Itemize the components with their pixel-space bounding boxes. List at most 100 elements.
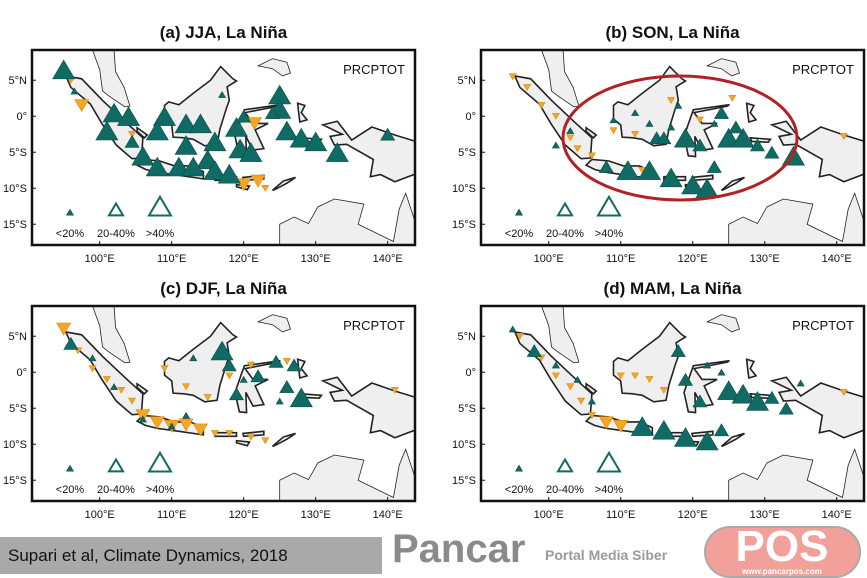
drier-station-marker [102, 376, 111, 384]
y-tick-label: 0° [465, 111, 476, 123]
drier-station-marker [246, 117, 263, 130]
wetter-station-marker [174, 113, 198, 134]
wetter-station-marker [652, 419, 676, 440]
x-tick-label: 110°E [157, 253, 186, 265]
wetter-station-marker [181, 156, 205, 177]
wetter-station-marker [236, 109, 252, 123]
coastline-peninsula [541, 306, 580, 364]
drier-station-marker [508, 73, 517, 81]
wetter-station-marker [637, 160, 662, 180]
coastline-halmahera [296, 102, 309, 124]
x-tick-label: 120°E [229, 509, 259, 521]
y-tick-label: 15°S [3, 219, 27, 231]
x-tick-label: 130°E [750, 253, 780, 265]
drier-station-marker [149, 416, 165, 430]
wetter-station-marker [703, 361, 712, 369]
wetter-station-marker [239, 142, 263, 162]
drier-station-marker [261, 437, 270, 445]
legend-label: 20-40% [97, 484, 135, 496]
highlight-ellipse [561, 74, 799, 202]
drier-station-marker [390, 386, 399, 394]
drier-station-marker [573, 145, 582, 153]
wetter-station-marker [203, 131, 227, 152]
wetter-station-marker [598, 160, 614, 173]
wetter-station-marker [110, 383, 119, 390]
x-tick-label: 120°E [678, 509, 708, 521]
x-tick-label: 130°E [750, 509, 780, 521]
drier-station-marker [236, 178, 252, 192]
wetter-station-marker [764, 145, 780, 159]
drier-station-marker [225, 372, 234, 380]
x-tick-label: 110°E [157, 509, 186, 521]
y-tick-label: 5°N [9, 331, 28, 343]
coastline-mindanao [256, 314, 291, 333]
drier-station-marker [613, 419, 629, 433]
drier-station-marker [250, 174, 266, 188]
wetter-station-marker [289, 127, 313, 148]
wetter-station-marker [674, 101, 683, 109]
drier-station-marker [839, 133, 848, 140]
wetter-station-marker [692, 394, 708, 408]
wetter-station-marker [167, 422, 176, 430]
legend-label: 20-40% [546, 484, 584, 496]
drier-station-marker [261, 184, 270, 192]
legend-label: >40% [146, 484, 175, 496]
wetter-station-marker [645, 119, 654, 127]
coastline-sumatra [513, 74, 593, 160]
y-tick-label: 15°S [452, 219, 476, 231]
drier-station-marker [282, 358, 291, 366]
y-tick-label: 5°S [9, 403, 27, 415]
wetter-station-marker [63, 336, 79, 350]
legend-label: 20-40% [97, 228, 135, 240]
y-tick-label: 15°S [452, 475, 476, 487]
x-tick-label: 140°E [373, 253, 403, 265]
legend-label: >40% [595, 228, 624, 240]
wetter-station-marker [70, 87, 79, 95]
drier-station-marker [631, 372, 640, 380]
coastline-timor [720, 176, 745, 192]
drier-station-marker [587, 152, 596, 160]
x-tick-label: 120°E [678, 253, 708, 265]
drier-station-marker [515, 332, 524, 340]
wetter-station-marker [264, 106, 281, 119]
wetter-station-marker [279, 380, 295, 393]
drier-station-marker [88, 365, 97, 373]
wetter-station-marker [95, 120, 119, 141]
coastline-sumbawa [214, 431, 238, 438]
legend-label: <20% [505, 228, 534, 240]
coastline-mindanao [705, 58, 740, 77]
wetter-station-marker [289, 387, 313, 408]
coastline-newguinea [769, 120, 864, 183]
x-tick-label: 130°E [301, 253, 331, 265]
wetter-station-marker [131, 145, 155, 166]
wetter-station-marker [667, 123, 676, 131]
wetter-station-marker [573, 375, 582, 383]
coastline-peninsula [92, 50, 131, 108]
wetter-station-marker [681, 174, 705, 195]
wetter-station-marker [616, 160, 640, 180]
drier-station-marker [128, 130, 137, 138]
index-label: PRCPTOT [343, 318, 405, 333]
legend-triangle-icon [514, 208, 524, 216]
watermark-url: www.pancarpos.com [741, 567, 822, 576]
drier-station-marker [566, 134, 575, 142]
wetter-station-marker [731, 127, 755, 148]
drier-station-marker [728, 94, 737, 102]
map-panel-a: (a) JJA, La Niña PRCPTOT 100°E 110°E 120°E 13… [3, 23, 417, 265]
coastline-seram [749, 136, 772, 143]
legend-triangle-icon [514, 464, 524, 472]
legend-triangle-icon [147, 194, 173, 217]
wetter-station-marker [745, 391, 770, 411]
wetter-station-marker [749, 138, 766, 152]
wetter-station-marker [796, 379, 805, 387]
wetter-station-marker [778, 401, 794, 415]
wetter-station-marker [221, 358, 237, 372]
y-tick-label: 5°S [9, 147, 27, 159]
drier-station-marker [667, 97, 676, 104]
y-tick-label: 10°S [3, 439, 27, 451]
legend-triangle-icon [65, 464, 75, 472]
coastline-sumba [235, 439, 251, 447]
coastline-timor [720, 432, 745, 448]
wetter-station-marker [551, 141, 560, 149]
map-frame [479, 304, 866, 503]
